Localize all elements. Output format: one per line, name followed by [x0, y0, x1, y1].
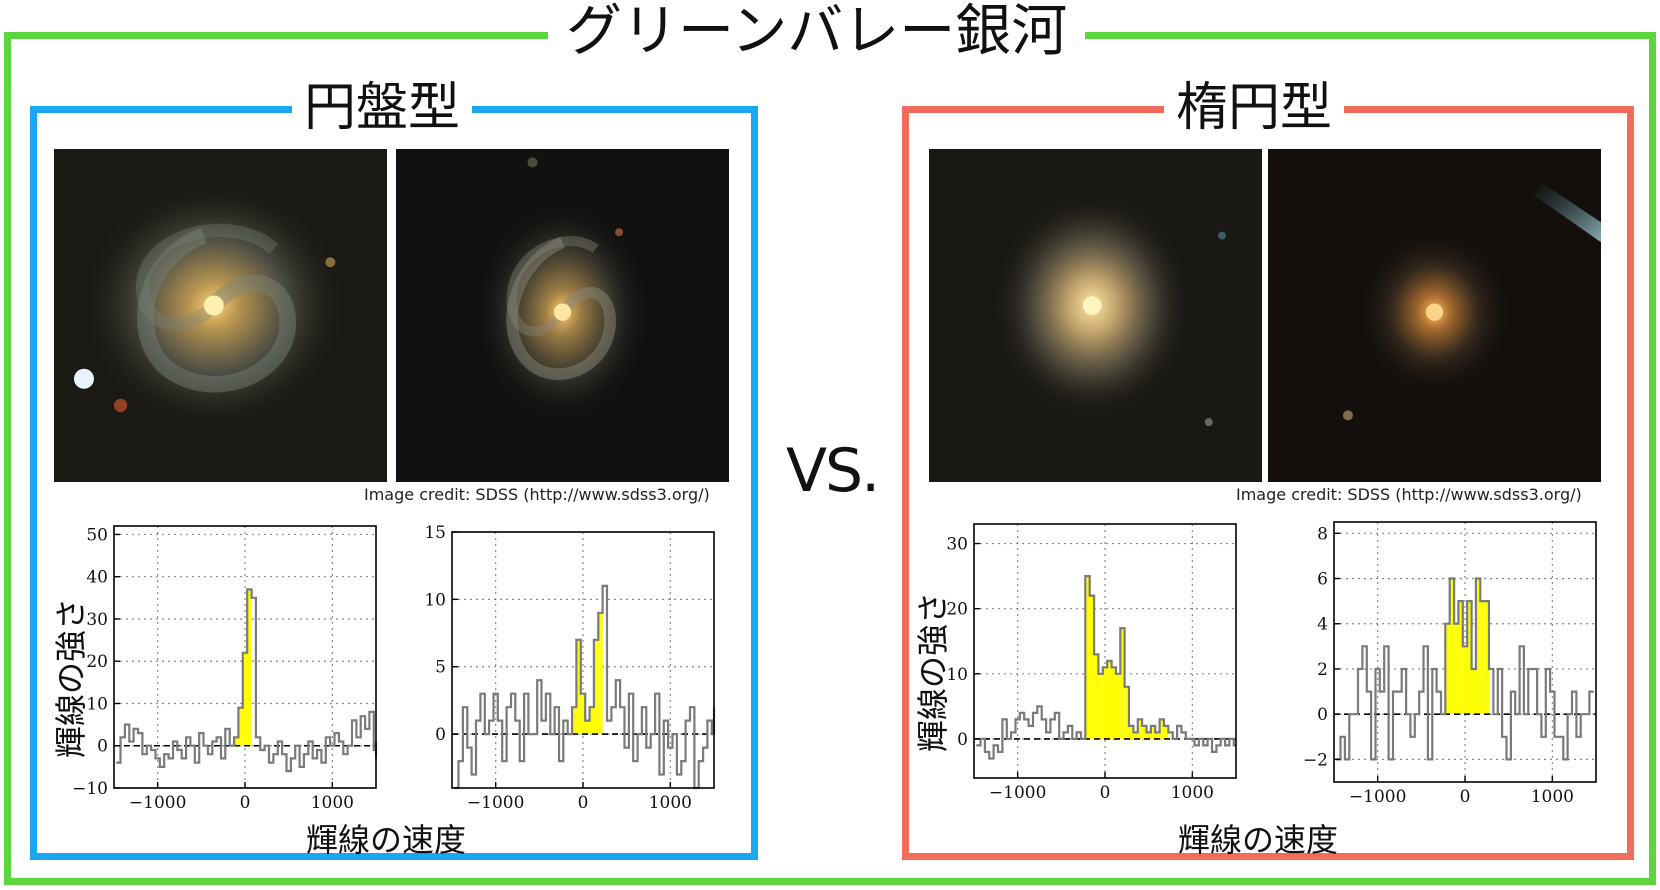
- y-tick-label: 30: [946, 535, 968, 555]
- y-tick-label: 15: [424, 523, 446, 543]
- emission-fill-bar: [1085, 576, 1090, 739]
- emission-fill-bar: [1133, 732, 1138, 739]
- emission-fill-bar: [593, 639, 599, 735]
- disk-x-axis-label: 輝線の速度: [306, 821, 467, 859]
- emission-fill-bar: [1089, 595, 1095, 739]
- emission-fill-bar: [572, 707, 577, 735]
- emission-fill-bar: [1102, 667, 1108, 739]
- emission-fill-bar: [1484, 601, 1490, 715]
- x-tick-label: −1000: [1349, 787, 1407, 807]
- y-tick-label: 20: [86, 652, 108, 672]
- y-tick-label: 10: [946, 665, 968, 685]
- y-tick-label: 40: [86, 568, 108, 588]
- emission-fill-bar: [242, 652, 248, 746]
- x-tick-label: 0: [578, 793, 589, 813]
- y-tick-label: 0: [1317, 705, 1328, 725]
- emission-fill-bar: [1115, 673, 1121, 739]
- x-tick-label: −1000: [129, 793, 187, 813]
- emission-fill-bar: [589, 707, 594, 735]
- emission-fill-bar: [1146, 732, 1151, 739]
- elliptical-x-axis-label: 輝線の速度: [1178, 821, 1339, 859]
- elliptical-image-credit: Image credit: SDSS (http://www.sdss3.org…: [1236, 485, 1582, 504]
- spectrum-line: [976, 575, 1236, 760]
- emission-fill-bar: [1129, 725, 1134, 739]
- disk-image-credit: Image credit: SDSS (http://www.sdss3.org…: [364, 485, 710, 504]
- elliptical-spectrum-1: −1000 0 1000 0 10 20 30: [940, 523, 1280, 816]
- emission-fill-bar: [1471, 668, 1476, 715]
- y-tick-label: 6: [1317, 570, 1328, 590]
- emission-fill-bar: [580, 693, 586, 735]
- emission-fill-bar: [1150, 725, 1156, 739]
- emission-fill-bar: [1475, 578, 1481, 715]
- emission-fill-bar: [1142, 725, 1147, 739]
- emission-fill-bar: [1159, 719, 1164, 739]
- spectrum-line: [1336, 577, 1594, 761]
- emission-fill-bar: [1163, 725, 1169, 739]
- x-tick-label: 1000: [311, 793, 354, 813]
- y-tick-label: 30: [86, 610, 108, 630]
- disk-section-title: 円盤型: [292, 82, 473, 134]
- emission-fill-bar: [1445, 623, 1450, 715]
- emission-fill-bar: [1107, 660, 1112, 739]
- emission-fill-bar: [1480, 601, 1485, 715]
- spiral-galaxy-image-2: [396, 149, 729, 482]
- y-tick-label: 20: [946, 600, 968, 620]
- emission-fill-bar: [1155, 732, 1160, 739]
- emission-fill-bar: [247, 589, 252, 746]
- x-tick-label: 0: [1460, 787, 1471, 807]
- elliptical-y-axis-label: 輝線の強さ: [914, 591, 952, 752]
- emission-fill-bar: [1098, 673, 1103, 739]
- y-tick-label: 0: [957, 730, 968, 750]
- x-tick-label: −1000: [467, 793, 525, 813]
- spiral-galaxy-image-1: [54, 149, 387, 482]
- y-tick-label: −10: [72, 779, 108, 799]
- y-tick-label: 10: [424, 590, 446, 610]
- disk-spectrum-1: −1000 0 1000 −10 0 10 20 30 40 50: [72, 525, 420, 816]
- disk-y-axis-label: 輝線の強さ: [52, 597, 90, 758]
- y-tick-label: 2: [1317, 660, 1328, 680]
- emission-fill-bar: [1111, 667, 1116, 739]
- emission-fill-bar: [1120, 628, 1125, 739]
- versus-label: VS.: [786, 436, 880, 506]
- emission-fill-bar: [576, 639, 581, 735]
- emission-fill-bar: [1449, 578, 1455, 715]
- x-tick-label: 1000: [1171, 783, 1214, 803]
- emission-fill-bar: [1458, 601, 1463, 715]
- emission-fill-bar: [1124, 686, 1130, 739]
- y-tick-label: −2: [1303, 750, 1328, 770]
- x-tick-label: 0: [1100, 783, 1111, 803]
- x-tick-label: 1000: [649, 793, 692, 813]
- y-tick-label: 5: [435, 658, 446, 678]
- emission-fill-bar: [1462, 646, 1468, 715]
- emission-fill-bar: [1467, 601, 1472, 715]
- spectrum-line: [454, 584, 716, 790]
- y-tick-label: 0: [97, 737, 108, 757]
- x-tick-label: 0: [240, 793, 251, 813]
- y-tick-label: 4: [1317, 615, 1328, 635]
- emission-fill-bar: [1094, 654, 1099, 739]
- y-tick-label: 0: [435, 725, 446, 745]
- y-tick-label: 8: [1317, 524, 1328, 544]
- y-tick-label: 50: [86, 525, 108, 545]
- emission-fill-bar: [598, 612, 603, 735]
- elliptical-spectrum-2: −1000 0 1000 −2 0 2 4 6 8: [1300, 521, 1640, 816]
- spectrum-line: [116, 588, 378, 773]
- emission-fill-bar: [234, 737, 239, 746]
- emission-fill-bar: [585, 720, 590, 735]
- elliptical-galaxy-image-2: [1268, 149, 1601, 482]
- disk-spectrum-2: −1000 0 1000 0 5 10 15: [418, 523, 758, 816]
- y-tick-label: 10: [86, 694, 108, 714]
- emission-fill-bar: [238, 707, 243, 746]
- x-tick-label: 1000: [1531, 787, 1574, 807]
- main-title: グリーンバレー銀河: [548, 4, 1086, 60]
- elliptical-galaxy-image-1: [929, 149, 1262, 482]
- x-tick-label: −1000: [989, 783, 1047, 803]
- elliptical-section-title: 楕円型: [1164, 82, 1345, 134]
- emission-fill-bar: [1454, 623, 1459, 715]
- emission-fill-bar: [1137, 719, 1143, 739]
